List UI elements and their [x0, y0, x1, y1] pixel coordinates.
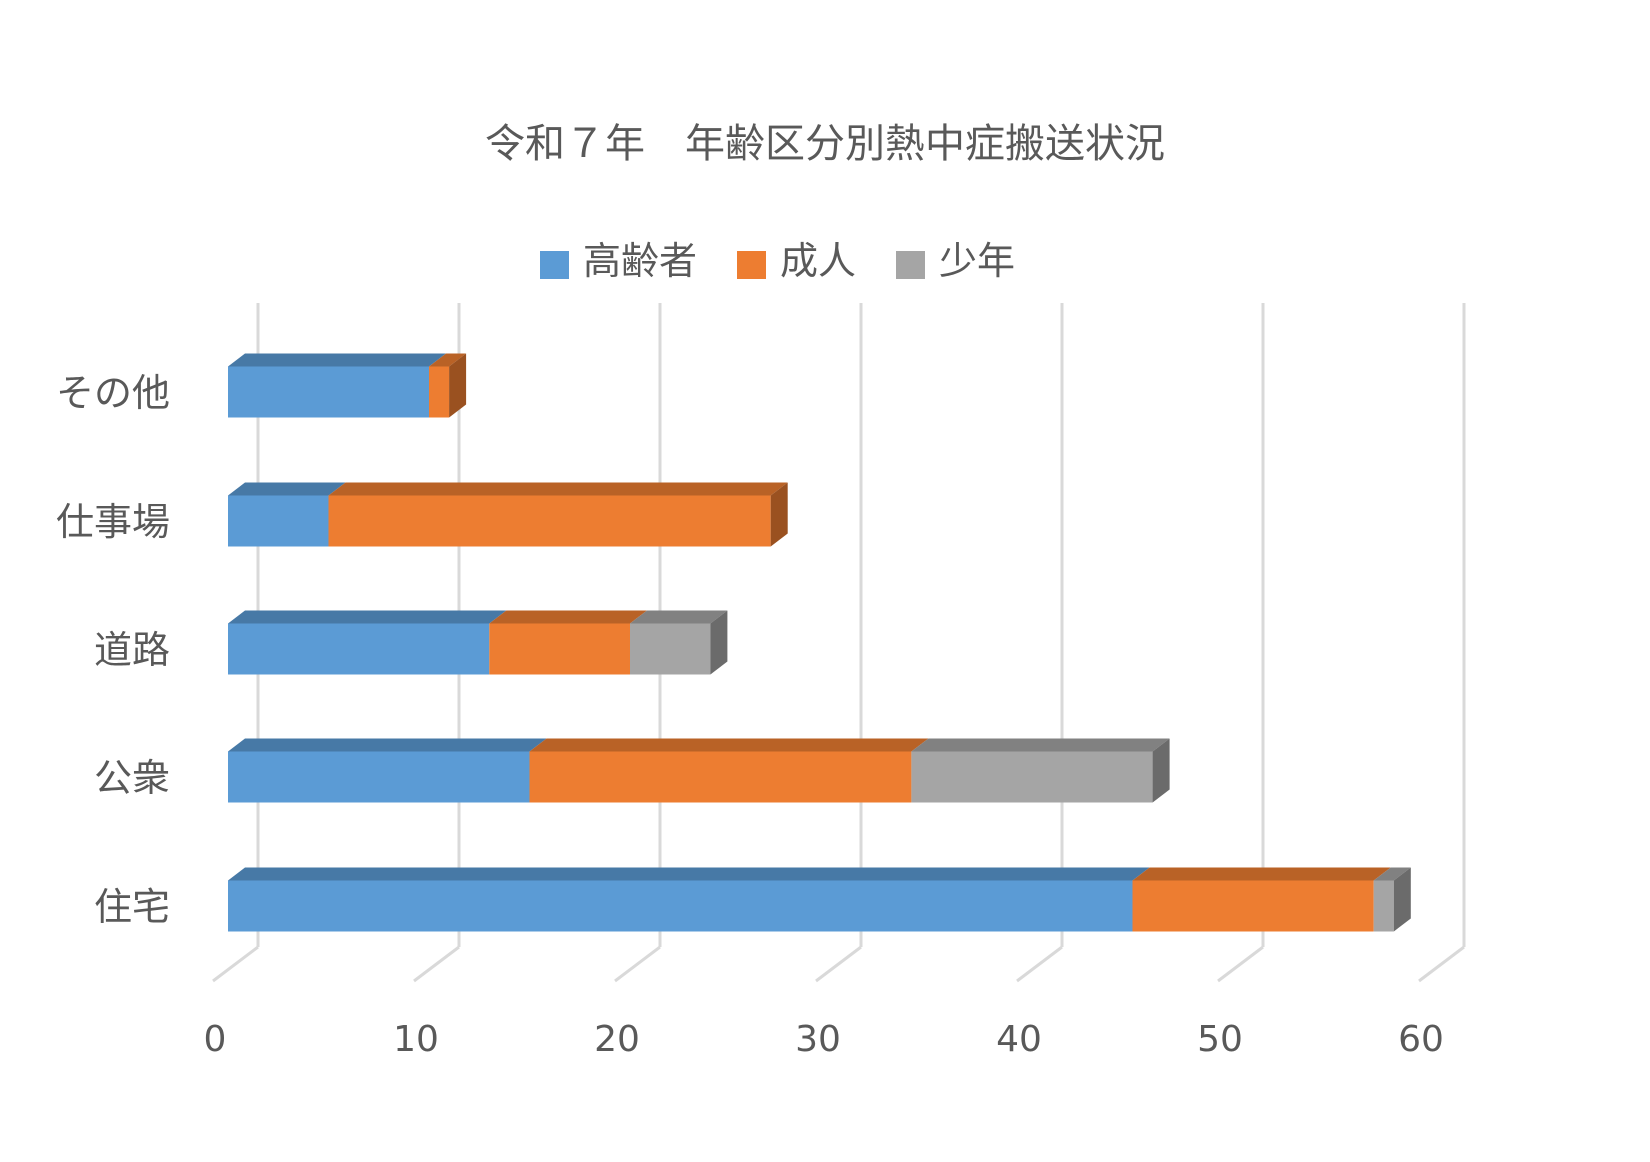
legend-label: 高齢者 [583, 239, 697, 283]
x-tick-label: 60 [1398, 1019, 1444, 1060]
bar-side [1393, 867, 1411, 932]
gridline-floor [212, 945, 259, 983]
gridline-floor [1016, 945, 1063, 983]
bar-side [449, 353, 467, 418]
bar-segment [429, 366, 450, 418]
category-label: 住宅 [94, 885, 170, 929]
bar-side [710, 610, 728, 675]
x-tick-label: 20 [594, 1019, 640, 1060]
legend: 高齢者 成人 少年 [540, 239, 1015, 283]
bar-segment [228, 366, 429, 418]
gridline-floor [815, 945, 862, 983]
bar-segment [228, 495, 329, 547]
category-label: 道路 [94, 628, 170, 672]
bar-segment [489, 623, 630, 675]
legend-label: 少年 [939, 239, 1015, 283]
legend-swatch [540, 251, 569, 279]
gridline-floor [1418, 945, 1465, 983]
bar-top [228, 867, 1150, 881]
bar-segment [529, 751, 912, 803]
legend-label: 成人 [780, 239, 856, 283]
gridline-floor [614, 945, 661, 983]
category-label: 公衆 [94, 756, 170, 800]
bar-top [228, 353, 446, 367]
x-tick-label: 30 [795, 1019, 841, 1060]
bars [228, 353, 1411, 932]
bar-side [1152, 738, 1170, 803]
bar-top [911, 738, 1170, 752]
bar-segment [911, 751, 1153, 803]
x-tick-label: 0 [204, 1019, 227, 1060]
bar-segment [228, 623, 490, 675]
bar-top [228, 738, 547, 752]
legend-swatch [896, 251, 925, 279]
bar-side [770, 482, 788, 547]
x-tick-label: 50 [1197, 1019, 1243, 1060]
legend-swatch [737, 251, 766, 279]
category-labels: 住宅 公衆 道路 仕事場 その他 [56, 371, 170, 929]
bar-segment [228, 880, 1133, 932]
bar-top [429, 353, 467, 367]
bar-top [1373, 867, 1411, 881]
bar-top [228, 482, 346, 496]
bar-segment [228, 751, 530, 803]
chart-title: 令和７年 年齢区分別熱中症搬送状況 [485, 121, 1165, 167]
category-label: 仕事場 [56, 500, 170, 544]
bar-top [489, 610, 647, 624]
bar-top [1132, 867, 1391, 881]
x-tick-label: 10 [393, 1019, 439, 1060]
x-tick-label: 40 [996, 1019, 1042, 1060]
gridline-floor [413, 945, 460, 983]
category-label: その他 [56, 371, 170, 415]
x-tick-labels: 0 10 20 30 40 50 60 [204, 1019, 1444, 1060]
bar-segment [630, 623, 711, 675]
bar-top [328, 482, 788, 496]
bar-segment [1373, 880, 1394, 932]
gridline-floor [1217, 945, 1264, 983]
bar-segment [1132, 880, 1374, 932]
bar-segment [328, 495, 771, 547]
bar-top [228, 610, 507, 624]
bar-top [529, 738, 929, 752]
bar-top [630, 610, 728, 624]
